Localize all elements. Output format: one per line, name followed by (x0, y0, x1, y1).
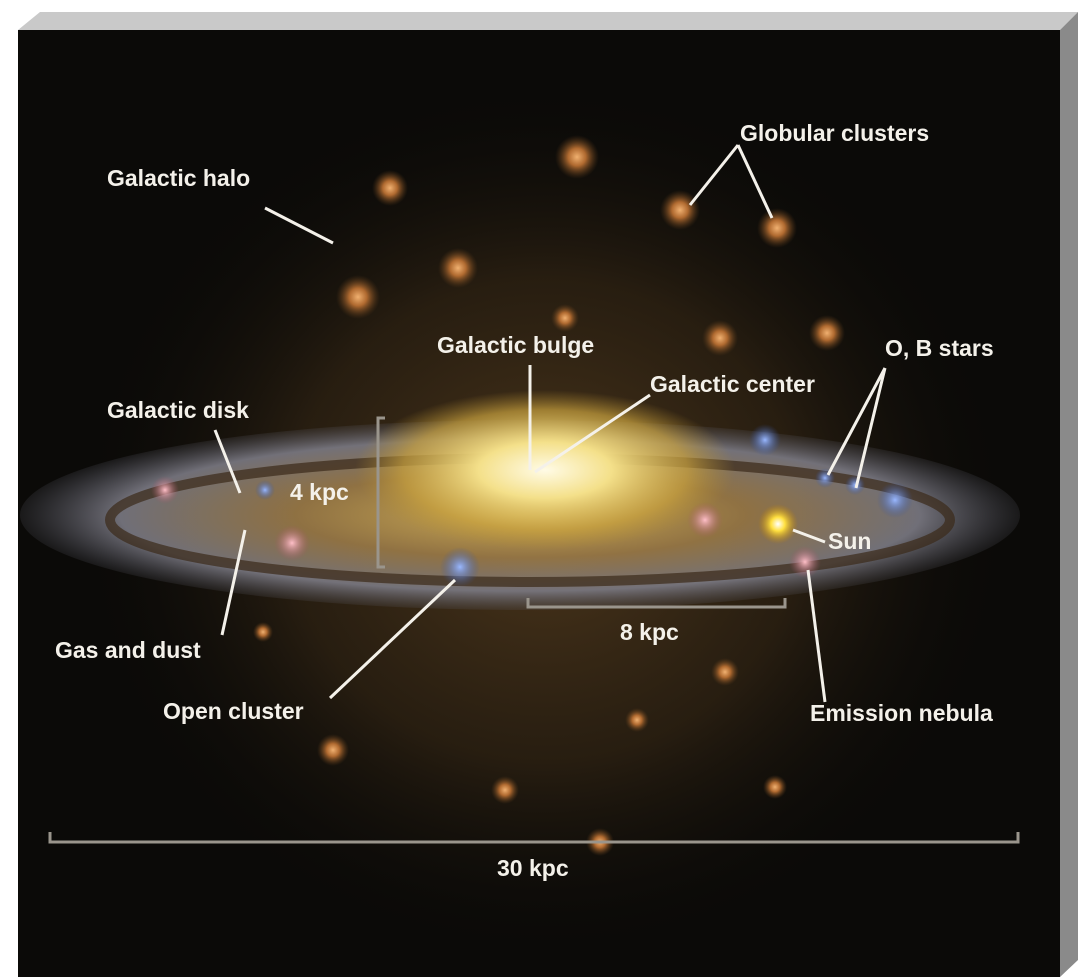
label: Galactic halo (107, 165, 250, 191)
label: Emission nebula (810, 700, 993, 726)
label: Sun (828, 528, 871, 554)
label: 8 kpc (620, 619, 679, 645)
label: Galactic center (650, 371, 815, 397)
globular-clusters (253, 135, 845, 856)
scale-bars (48, 416, 1020, 844)
label: Galactic bulge (437, 332, 594, 358)
label: 30 kpc (497, 855, 569, 881)
label: 4 kpc (290, 479, 349, 505)
bevel-top (18, 12, 1078, 30)
label: O, B stars (885, 335, 994, 361)
bulge (355, 390, 735, 550)
labels: Globular clusters Galactic halo Galactic… (55, 120, 994, 881)
label: Galactic disk (107, 397, 249, 423)
bevel-right (1060, 12, 1078, 977)
disk-objects (151, 424, 913, 587)
leader-lines (213, 144, 887, 703)
label: Open cluster (163, 698, 304, 724)
label: Gas and dust (55, 637, 201, 663)
label: Globular clusters (740, 120, 929, 146)
